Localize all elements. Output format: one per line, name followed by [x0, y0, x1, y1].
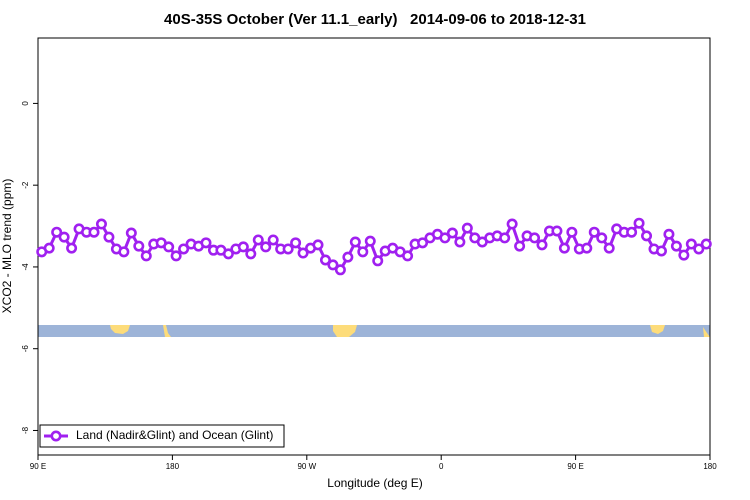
- point: [163, 241, 175, 253]
- point: [626, 226, 638, 238]
- point: [170, 250, 182, 262]
- point: [312, 239, 324, 251]
- point: [357, 246, 369, 258]
- point: [178, 243, 190, 255]
- point: [633, 217, 645, 229]
- point: [685, 238, 697, 250]
- legend-label: Land (Nadir&Glint) and Ocean (Glint): [76, 428, 273, 442]
- legend-marker: [50, 430, 62, 442]
- point: [237, 241, 249, 253]
- point: [514, 240, 526, 252]
- point: [655, 245, 667, 257]
- point: [402, 250, 414, 262]
- x-tick-label: 90 E: [567, 462, 583, 471]
- x-tick-label: 90 E: [30, 462, 46, 471]
- point: [290, 237, 302, 249]
- y-tick-label: -6: [21, 345, 30, 353]
- legend-box: [39, 424, 285, 448]
- point: [245, 248, 257, 260]
- point: [454, 236, 466, 248]
- x-tick-label: 0: [439, 462, 444, 471]
- y-axis-label: XCO2 - MLO trend (ppm): [0, 179, 14, 314]
- y-tick-label: -2: [21, 181, 30, 189]
- point: [670, 240, 682, 252]
- point: [536, 239, 548, 251]
- point: [663, 228, 675, 240]
- point: [566, 226, 578, 238]
- chart-title: 40S-35S October (Ver 11.1_early) 2014-09…: [164, 11, 586, 28]
- x-tick-label: 90 W: [297, 462, 316, 471]
- point: [267, 234, 279, 246]
- point: [260, 241, 272, 253]
- point: [319, 254, 331, 266]
- point: [499, 232, 511, 244]
- x-tick-label: 180: [166, 462, 180, 471]
- point: [581, 242, 593, 254]
- point: [342, 251, 354, 263]
- point: [558, 242, 570, 254]
- point: [588, 226, 600, 238]
- point: [103, 231, 115, 243]
- x-tick-label: 180: [703, 462, 717, 471]
- point: [200, 237, 212, 249]
- point: [88, 226, 100, 238]
- point: [43, 242, 55, 254]
- point: [372, 255, 384, 267]
- point: [417, 237, 429, 249]
- point: [678, 249, 690, 261]
- point: [349, 236, 361, 248]
- point: [252, 234, 264, 246]
- point: [58, 231, 70, 243]
- point: [222, 248, 234, 260]
- point: [118, 246, 130, 258]
- point: [446, 227, 458, 239]
- x-axis-label: Longitude (deg E): [327, 476, 422, 490]
- y-tick-label: 0: [21, 101, 30, 106]
- point: [693, 243, 705, 255]
- point: [140, 250, 152, 262]
- point: [439, 232, 451, 244]
- point: [641, 230, 653, 242]
- point: [282, 243, 294, 255]
- land-ocean-strip: [38, 325, 710, 337]
- y-tick-label: -8: [21, 426, 30, 434]
- point: [95, 218, 107, 230]
- legend: Land (Nadir&Glint) and Ocean (Glint): [39, 424, 285, 448]
- point: [603, 242, 615, 254]
- point: [334, 264, 346, 276]
- point: [506, 218, 518, 230]
- point: [133, 240, 145, 252]
- point: [125, 227, 137, 239]
- point: [51, 226, 63, 238]
- point: [700, 238, 712, 250]
- point: [596, 232, 608, 244]
- point: [327, 259, 339, 271]
- point: [297, 247, 309, 259]
- point: [551, 225, 563, 237]
- point: [461, 222, 473, 234]
- y-tick-label: -4: [21, 263, 30, 271]
- point: [529, 232, 541, 244]
- point: [66, 242, 78, 254]
- point: [364, 235, 376, 247]
